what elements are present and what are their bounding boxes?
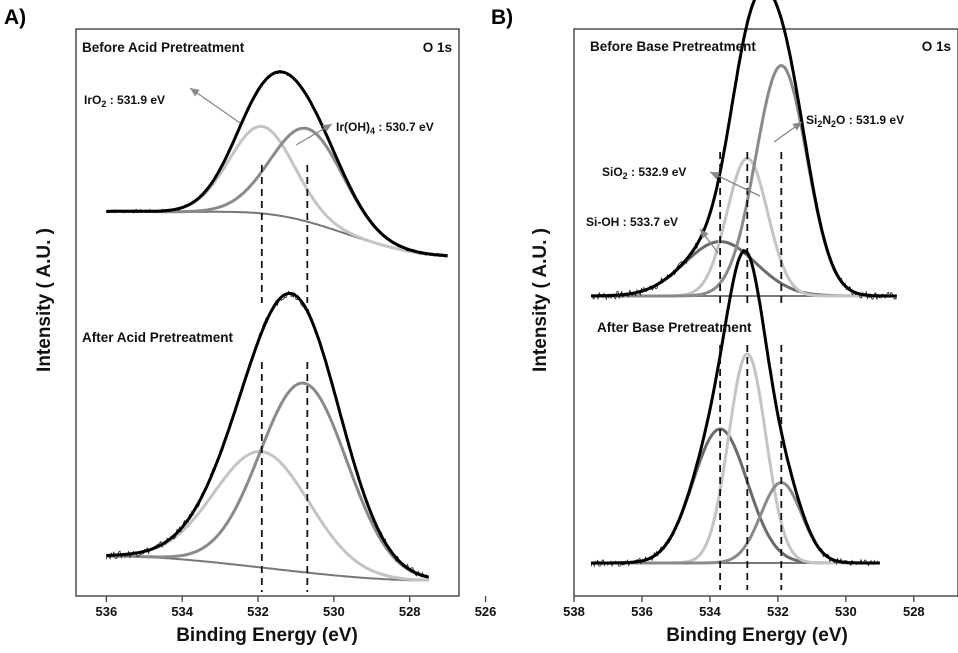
envelope-fit [106,70,448,258]
label-sio2: SiO2 : 532.9 eV [602,165,686,181]
envelope-fit [591,0,897,298]
envelope-fit [591,249,880,565]
arrow-line [709,171,761,197]
panel-b-bottom-title: After Base Pretreatment [597,320,752,335]
x-tick-label: 534 [171,604,193,619]
x-tick-label: 534 [699,604,721,619]
component-peak-531.9 [106,450,429,582]
x-tick-label: 528 [903,604,925,619]
panel-a-bottom-title: After Acid Pretreatment [82,330,234,345]
component-peak-530.7 [106,126,448,258]
arrow-head [322,124,332,132]
panel-b-top-title: Before Base Pretreatment [590,39,756,54]
panel-a-plot [105,70,448,592]
x-tick-label: 526 [475,604,497,619]
arrow-head [792,122,802,131]
panel-b-x-axis-title: Binding Energy (eV) [666,625,848,646]
panel-a-label: A) [4,6,26,29]
x-tick-label: 530 [835,604,857,619]
panel-b-y-axis-title: Intensity ( A.U. ) [530,228,551,372]
panel-b-frame [573,28,958,597]
background-curve [106,555,429,582]
panel-b-plot [590,0,897,590]
component-peak-533.7 [591,427,880,565]
x-tick-label: 536 [95,604,117,619]
label-si-oh: Si-OH : 533.7 eV [586,215,678,229]
component-peak-532.9 [591,352,880,565]
arrow-line [189,87,241,124]
x-tick-label: 532 [247,604,269,619]
panel-a-frame [75,28,460,597]
label-si2n2o: Si2N2O : 531.9 eV [806,113,904,129]
envelope-fit [106,291,430,579]
x-tick-label: 532 [767,604,789,619]
x-tick-label: 538 [563,604,585,619]
panel-b-label: B) [491,6,513,29]
x-tick-label: 528 [399,604,421,619]
label-iro2: IrO2 : 531.9 eV [84,93,165,109]
panel-a-x-axis-title: Binding Energy (eV) [176,625,358,646]
component-peak-531.9 [591,481,880,565]
panel-b-x-ticks: 538 536 534 532 530 528 [563,596,925,619]
arrow-head [700,229,709,239]
panel-a-x-ticks: 536 534 532 530 528 526 [95,596,496,619]
panel-a-label-arrows [189,87,333,146]
component-peak-531.9 [591,64,897,298]
panel-b-element-label: O 1s [922,39,951,54]
component-peak-531.9 [106,124,448,258]
panel-b: B) 538 536 534 532 530 528 Binding Energy (eV… [491,0,958,646]
panel-a: A) 536 534 532 530 528 526 Binding Energy (eV… [4,6,496,646]
panel-a-element-label: O 1s [423,40,452,55]
component-peak-530.8 [106,381,429,579]
arrow-head [190,88,200,97]
x-tick-label: 530 [323,604,345,619]
x-tick-label: 536 [631,604,653,619]
panel-a-top-title: Before Acid Pretreatment [82,40,245,55]
panel-a-y-axis-title: Intensity ( A.U. ) [34,228,55,372]
panel-b-label-arrows [699,121,803,254]
label-ir-oh4: Ir(OH)4 : 530.7 eV [336,120,434,136]
arrow-head [710,172,720,180]
